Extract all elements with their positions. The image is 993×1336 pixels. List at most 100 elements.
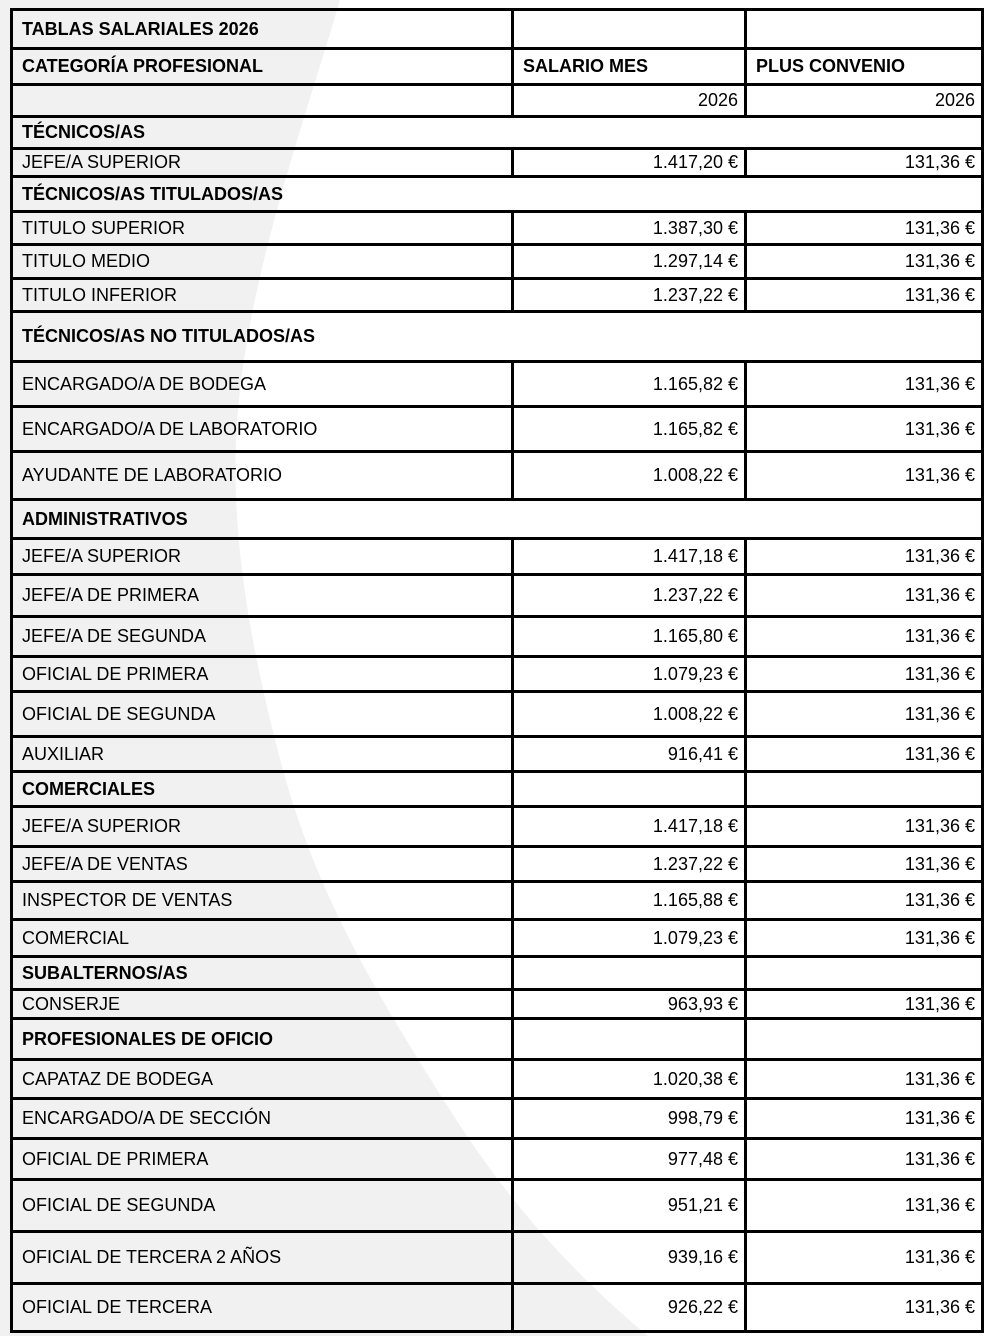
salario-cell: 916,41 €: [511, 735, 747, 773]
salario-cell: 1.165,88 €: [511, 880, 747, 921]
section-label: TÉCNICOS/AS TITULADOS/AS: [10, 175, 984, 213]
section-label: TÉCNICOS/AS NO TITULADOS/AS: [10, 310, 984, 363]
table-row: JEFE/A DE SEGUNDA 1.165,80 € 131,36 €: [10, 615, 984, 658]
col-header-categoria: CATEGORÍA PROFESIONAL: [10, 47, 514, 86]
salario-cell: 1.165,80 €: [511, 615, 747, 658]
year-plus: 2026: [744, 83, 984, 118]
table-title-row: TABLAS SALARIALES 2026: [10, 8, 984, 50]
table-row: COMERCIAL 1.079,23 € 131,36 €: [10, 918, 984, 958]
plus-cell: 131,36 €: [744, 845, 984, 883]
plus-cell: 131,36 €: [744, 360, 984, 408]
table-row: TITULO SUPERIOR 1.387,30 € 131,36 €: [10, 210, 984, 246]
table-row: AYUDANTE DE LABORATORIO 1.008,22 € 131,3…: [10, 450, 984, 501]
table-row: OFICIAL DE TERCERA 926,22 € 131,36 €: [10, 1282, 984, 1333]
plus-cell: 131,36 €: [744, 1178, 984, 1233]
col-header-salario: SALARIO MES: [511, 47, 747, 86]
category-cell: OFICIAL DE SEGUNDA: [10, 690, 514, 738]
plus-cell: 131,36 €: [744, 450, 984, 501]
category-cell: OFICIAL DE TERCERA 2 AÑOS: [10, 1230, 514, 1285]
salario-cell: 1.237,22 €: [511, 573, 747, 618]
salario-cell: 998,79 €: [511, 1097, 747, 1140]
table-row: JEFE/A SUPERIOR 1.417,20 € 131,36 €: [10, 147, 984, 178]
section-label: ADMINISTRATIVOS: [10, 498, 984, 540]
salario-cell: 1.079,23 €: [511, 918, 747, 958]
section-row-no-titulados: TÉCNICOS/AS NO TITULADOS/AS: [10, 310, 984, 363]
plus-cell: 131,36 €: [744, 988, 984, 1020]
salario-cell: 1.008,22 €: [511, 690, 747, 738]
plus-cell: 131,36 €: [744, 1137, 984, 1181]
salario-cell: 926,22 €: [511, 1282, 747, 1333]
section-label: PROFESIONALES DE OFICIO: [10, 1017, 514, 1061]
table-row: INSPECTOR DE VENTAS 1.165,88 € 131,36 €: [10, 880, 984, 921]
plus-cell: 131,36 €: [744, 147, 984, 178]
category-cell: TITULO MEDIO: [10, 243, 514, 280]
plus-cell: 131,36 €: [744, 615, 984, 658]
salario-cell: 1.417,18 €: [511, 537, 747, 576]
table-row: JEFE/A SUPERIOR 1.417,18 € 131,36 €: [10, 805, 984, 848]
salario-cell: 1.387,30 €: [511, 210, 747, 246]
empty-cell: [511, 8, 747, 50]
empty-cell: [744, 8, 984, 50]
section-row-administrativos: ADMINISTRATIVOS: [10, 498, 984, 540]
category-cell: ENCARGADO/A DE SECCIÓN: [10, 1097, 514, 1140]
table-row: CAPATAZ DE BODEGA 1.020,38 € 131,36 €: [10, 1058, 984, 1100]
category-cell: JEFE/A DE SEGUNDA: [10, 615, 514, 658]
salario-cell: 1.165,82 €: [511, 405, 747, 453]
plus-cell: 131,36 €: [744, 690, 984, 738]
section-label: SUBALTERNOS/AS: [10, 955, 514, 991]
table-title: TABLAS SALARIALES 2026: [10, 8, 514, 50]
salario-cell: 1.165,82 €: [511, 360, 747, 408]
category-cell: CONSERJE: [10, 988, 514, 1020]
table-row: AUXILIAR 916,41 € 131,36 €: [10, 735, 984, 773]
table-row: OFICIAL DE SEGUNDA 1.008,22 € 131,36 €: [10, 690, 984, 738]
salario-cell: 1.417,20 €: [511, 147, 747, 178]
category-cell: AYUDANTE DE LABORATORIO: [10, 450, 514, 501]
table-row: JEFE/A DE PRIMERA 1.237,22 € 131,36 €: [10, 573, 984, 618]
salario-cell: 1.297,14 €: [511, 243, 747, 280]
table-row: OFICIAL DE SEGUNDA 951,21 € 131,36 €: [10, 1178, 984, 1233]
category-cell: JEFE/A DE VENTAS: [10, 845, 514, 883]
salario-cell: 1.237,22 €: [511, 277, 747, 313]
section-row-subalternos: SUBALTERNOS/AS: [10, 955, 984, 991]
table-row: CONSERJE 963,93 € 131,36 €: [10, 988, 984, 1020]
salario-cell: 1.020,38 €: [511, 1058, 747, 1100]
table-row: JEFE/A SUPERIOR 1.417,18 € 131,36 €: [10, 537, 984, 576]
plus-cell: 131,36 €: [744, 735, 984, 773]
category-cell: OFICIAL DE SEGUNDA: [10, 1178, 514, 1233]
table-row: ENCARGADO/A DE BODEGA 1.165,82 € 131,36 …: [10, 360, 984, 408]
table-row: TITULO MEDIO 1.297,14 € 131,36 €: [10, 243, 984, 280]
table-row: JEFE/A DE VENTAS 1.237,22 € 131,36 €: [10, 845, 984, 883]
salary-table: TABLAS SALARIALES 2026 CATEGORÍA PROFESI…: [10, 8, 984, 1333]
category-cell: JEFE/A SUPERIOR: [10, 537, 514, 576]
salario-cell: 1.417,18 €: [511, 805, 747, 848]
section-row-titulados: TÉCNICOS/AS TITULADOS/AS: [10, 175, 984, 213]
plus-cell: 131,36 €: [744, 880, 984, 921]
category-cell: OFICIAL DE PRIMERA: [10, 1137, 514, 1181]
category-cell: CAPATAZ DE BODEGA: [10, 1058, 514, 1100]
section-label: TÉCNICOS/AS: [10, 115, 984, 150]
table-row: ENCARGADO/A DE LABORATORIO 1.165,82 € 13…: [10, 405, 984, 453]
plus-cell: 131,36 €: [744, 405, 984, 453]
plus-cell: 131,36 €: [744, 243, 984, 280]
section-row-tecnicos: TÉCNICOS/AS: [10, 115, 984, 150]
category-cell: ENCARGADO/A DE LABORATORIO: [10, 405, 514, 453]
empty-cell: [511, 955, 747, 991]
empty-cell: [744, 770, 984, 808]
salario-cell: 951,21 €: [511, 1178, 747, 1233]
year-salario: 2026: [511, 83, 747, 118]
empty-cell: [744, 955, 984, 991]
salario-cell: 939,16 €: [511, 1230, 747, 1285]
salario-cell: 977,48 €: [511, 1137, 747, 1181]
category-cell: JEFE/A DE PRIMERA: [10, 573, 514, 618]
table-row: TITULO INFERIOR 1.237,22 € 131,36 €: [10, 277, 984, 313]
plus-cell: 131,36 €: [744, 1058, 984, 1100]
empty-cell: [10, 83, 514, 118]
plus-cell: 131,36 €: [744, 1097, 984, 1140]
plus-cell: 131,36 €: [744, 1282, 984, 1333]
plus-cell: 131,36 €: [744, 573, 984, 618]
salario-cell: 1.079,23 €: [511, 655, 747, 693]
section-row-profesionales-oficio: PROFESIONALES DE OFICIO: [10, 1017, 984, 1061]
category-cell: JEFE/A SUPERIOR: [10, 805, 514, 848]
salario-cell: 1.237,22 €: [511, 845, 747, 883]
plus-cell: 131,36 €: [744, 537, 984, 576]
